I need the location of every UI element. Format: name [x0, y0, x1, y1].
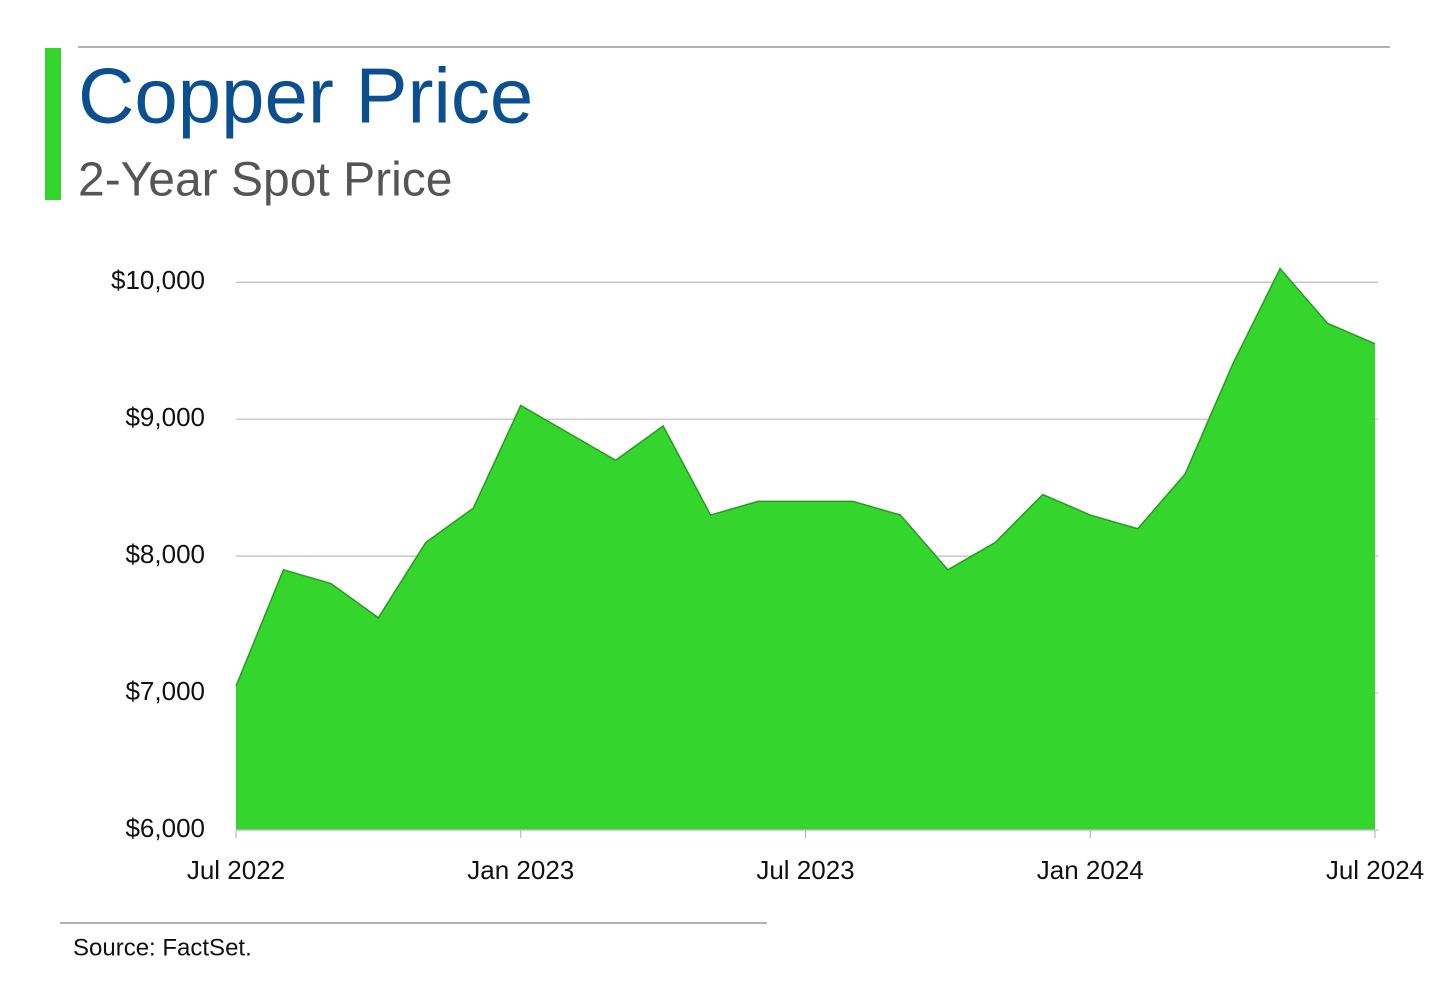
- x-tick-label: Jul 2022: [187, 855, 285, 885]
- x-tick-label: Jul 2023: [756, 855, 854, 885]
- y-tick-label: $6,000: [125, 813, 205, 843]
- chart-title: Copper Price: [78, 52, 533, 140]
- x-tick-label: Jan 2024: [1037, 855, 1144, 885]
- accent-bar: [45, 48, 61, 200]
- area-line: [235, 267, 1376, 687]
- y-tick-label: $8,000: [125, 539, 205, 569]
- y-tick-label: $9,000: [125, 402, 205, 432]
- x-tick-label: Jul 2024: [1326, 855, 1424, 885]
- x-tick-label: Jan 2023: [467, 855, 574, 885]
- source: Source: FactSet.: [73, 934, 252, 961]
- y-tick-label: $7,000: [125, 676, 205, 706]
- area: [236, 268, 1375, 830]
- y-tick-label: $10,000: [111, 265, 205, 295]
- chart-subtitle: 2-Year Spot Price: [78, 154, 452, 207]
